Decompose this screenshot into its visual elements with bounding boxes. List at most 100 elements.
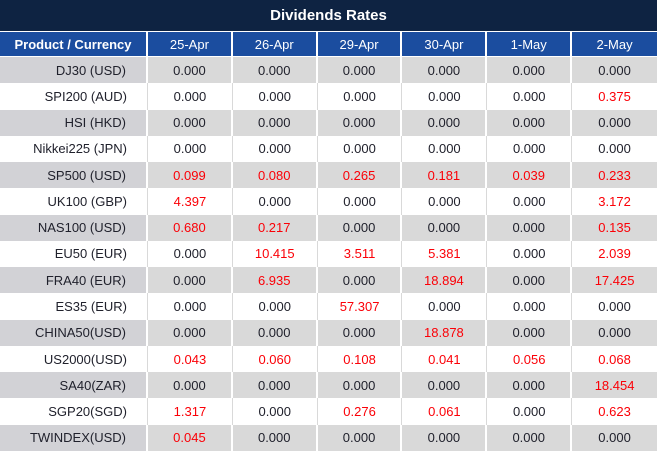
rate-value-cell: 0.060 xyxy=(232,345,318,373)
rate-value-cell: 0.000 xyxy=(487,83,573,110)
product-cell: ES35 (EUR) xyxy=(0,293,148,320)
rate-value-cell: 0.000 xyxy=(487,319,573,346)
rate-value-cell: 3.511 xyxy=(317,240,403,268)
rate-value-cell: 17.425 xyxy=(572,267,657,294)
rate-value-cell: 0.000 xyxy=(232,424,318,451)
rate-value-cell: 0.000 xyxy=(232,372,318,399)
product-cell: UK100 (GBP) xyxy=(0,188,148,215)
rate-value-cell: 0.000 xyxy=(572,424,657,451)
rate-value-cell: 0.056 xyxy=(487,345,573,373)
rate-value-cell: 0.000 xyxy=(232,398,318,425)
rate-value-cell: 0.000 xyxy=(148,109,233,136)
rate-value-cell: 0.043 xyxy=(148,345,233,373)
rate-value-cell: 3.172 xyxy=(572,188,657,215)
header-row: Product / Currency 25-Apr 26-Apr 29-Apr 30-A… xyxy=(0,32,657,57)
rate-value-cell: 0.276 xyxy=(317,398,403,425)
rate-value-cell: 0.000 xyxy=(402,109,488,136)
rate-value-cell: 0.000 xyxy=(148,83,233,110)
date-column-header: 30-Apr xyxy=(402,32,488,57)
product-cell: NAS100 (USD) xyxy=(0,214,148,241)
product-cell: US2000(USD) xyxy=(0,345,148,373)
product-cell: DJ30 (USD) xyxy=(0,57,148,84)
rate-value-cell: 18.894 xyxy=(402,267,488,294)
product-cell: HSI (HKD) xyxy=(0,109,148,136)
product-cell: CHINA50(USD) xyxy=(0,319,148,346)
rate-value-cell: 0.233 xyxy=(572,162,657,189)
rate-value-cell: 0.000 xyxy=(317,135,403,163)
rate-value-cell: 0.000 xyxy=(148,372,233,399)
rate-value-cell: 0.041 xyxy=(402,345,488,373)
date-column-header: 1-May xyxy=(487,32,573,57)
rate-value-cell: 0.000 xyxy=(487,188,573,215)
rate-value-cell: 0.000 xyxy=(572,135,657,163)
rate-value-cell: 0.045 xyxy=(148,424,233,451)
table-row: NAS100 (USD) 0.680 0.217 0.000 0.000 0.000 0.1… xyxy=(0,214,657,241)
table-header: Product / Currency 25-Apr 26-Apr 29-Apr 30-A… xyxy=(0,32,657,57)
rate-value-cell: 6.935 xyxy=(232,267,318,294)
page-title: Dividends Rates xyxy=(0,0,657,32)
rate-value-cell: 0.000 xyxy=(148,135,233,163)
rate-value-cell: 0.099 xyxy=(148,162,233,189)
table-row: SPI200 (AUD) 0.000 0.000 0.000 0.000 0.000 0.3… xyxy=(0,83,657,110)
rate-value-cell: 0.000 xyxy=(317,57,403,84)
product-cell: EU50 (EUR) xyxy=(0,240,148,268)
rate-value-cell: 0.680 xyxy=(148,214,233,241)
date-column-header: 26-Apr xyxy=(232,32,318,57)
rate-value-cell: 0.000 xyxy=(572,319,657,346)
rate-value-cell: 0.000 xyxy=(572,293,657,320)
rate-value-cell: 0.000 xyxy=(148,293,233,320)
rate-value-cell: 0.000 xyxy=(232,293,318,320)
rate-value-cell: 0.000 xyxy=(402,135,488,163)
rate-value-cell: 0.000 xyxy=(232,319,318,346)
product-cell: SA40(ZAR) xyxy=(0,372,148,399)
rate-value-cell: 57.307 xyxy=(317,293,403,320)
table-row: DJ30 (USD) 0.000 0.000 0.000 0.000 0.000 0.000 xyxy=(0,57,657,84)
rate-value-cell: 0.000 xyxy=(487,293,573,320)
rate-value-cell: 0.000 xyxy=(317,214,403,241)
table-row: CHINA50(USD) 0.000 0.000 0.000 18.878 0.000 0.… xyxy=(0,319,657,346)
rate-value-cell: 0.265 xyxy=(317,162,403,189)
table-row: Nikkei225 (JPN) 0.000 0.000 0.000 0.000 0.000… xyxy=(0,135,657,163)
rate-value-cell: 0.000 xyxy=(148,240,233,268)
rate-value-cell: 0.068 xyxy=(572,345,657,373)
rate-value-cell: 0.623 xyxy=(572,398,657,425)
rate-value-cell: 0.000 xyxy=(487,57,573,84)
rate-value-cell: 0.000 xyxy=(402,188,488,215)
rate-value-cell: 0.000 xyxy=(148,57,233,84)
rate-value-cell: 2.039 xyxy=(572,240,657,268)
rate-value-cell: 0.000 xyxy=(232,188,318,215)
date-column-header: 25-Apr xyxy=(148,32,233,57)
rate-value-cell: 0.000 xyxy=(232,135,318,163)
table-row: EU50 (EUR) 0.000 10.415 3.511 5.381 0.000 2.03… xyxy=(0,240,657,268)
rate-value-cell: 18.878 xyxy=(402,319,488,346)
rate-value-cell: 0.000 xyxy=(402,83,488,110)
rate-value-cell: 0.181 xyxy=(402,162,488,189)
rate-value-cell: 0.000 xyxy=(487,398,573,425)
rate-value-cell: 0.135 xyxy=(572,214,657,241)
date-column-header: 2-May xyxy=(572,32,657,57)
rate-value-cell: 0.000 xyxy=(148,319,233,346)
rate-value-cell: 0.000 xyxy=(317,319,403,346)
rate-value-cell: 0.000 xyxy=(317,109,403,136)
rate-value-cell: 0.375 xyxy=(572,83,657,110)
rate-value-cell: 1.317 xyxy=(148,398,233,425)
rate-value-cell: 0.000 xyxy=(317,424,403,451)
rate-value-cell: 0.000 xyxy=(572,57,657,84)
rate-value-cell: 0.061 xyxy=(402,398,488,425)
rate-value-cell: 0.000 xyxy=(317,188,403,215)
rate-value-cell: 0.000 xyxy=(402,424,488,451)
product-cell: SPI200 (AUD) xyxy=(0,83,148,110)
rate-value-cell: 0.000 xyxy=(232,109,318,136)
rate-value-cell: 0.000 xyxy=(572,109,657,136)
rate-value-cell: 0.000 xyxy=(487,214,573,241)
rate-value-cell: 4.397 xyxy=(148,188,233,215)
rate-value-cell: 0.000 xyxy=(148,267,233,294)
rate-value-cell: 0.080 xyxy=(232,162,318,189)
product-cell: TWINDEX(USD) xyxy=(0,424,148,451)
rate-value-cell: 0.000 xyxy=(487,372,573,399)
rate-value-cell: 0.108 xyxy=(317,345,403,373)
rate-value-cell: 0.000 xyxy=(402,57,488,84)
rate-value-cell: 0.000 xyxy=(317,83,403,110)
rate-value-cell: 0.000 xyxy=(487,240,573,268)
date-column-header: 29-Apr xyxy=(317,32,403,57)
